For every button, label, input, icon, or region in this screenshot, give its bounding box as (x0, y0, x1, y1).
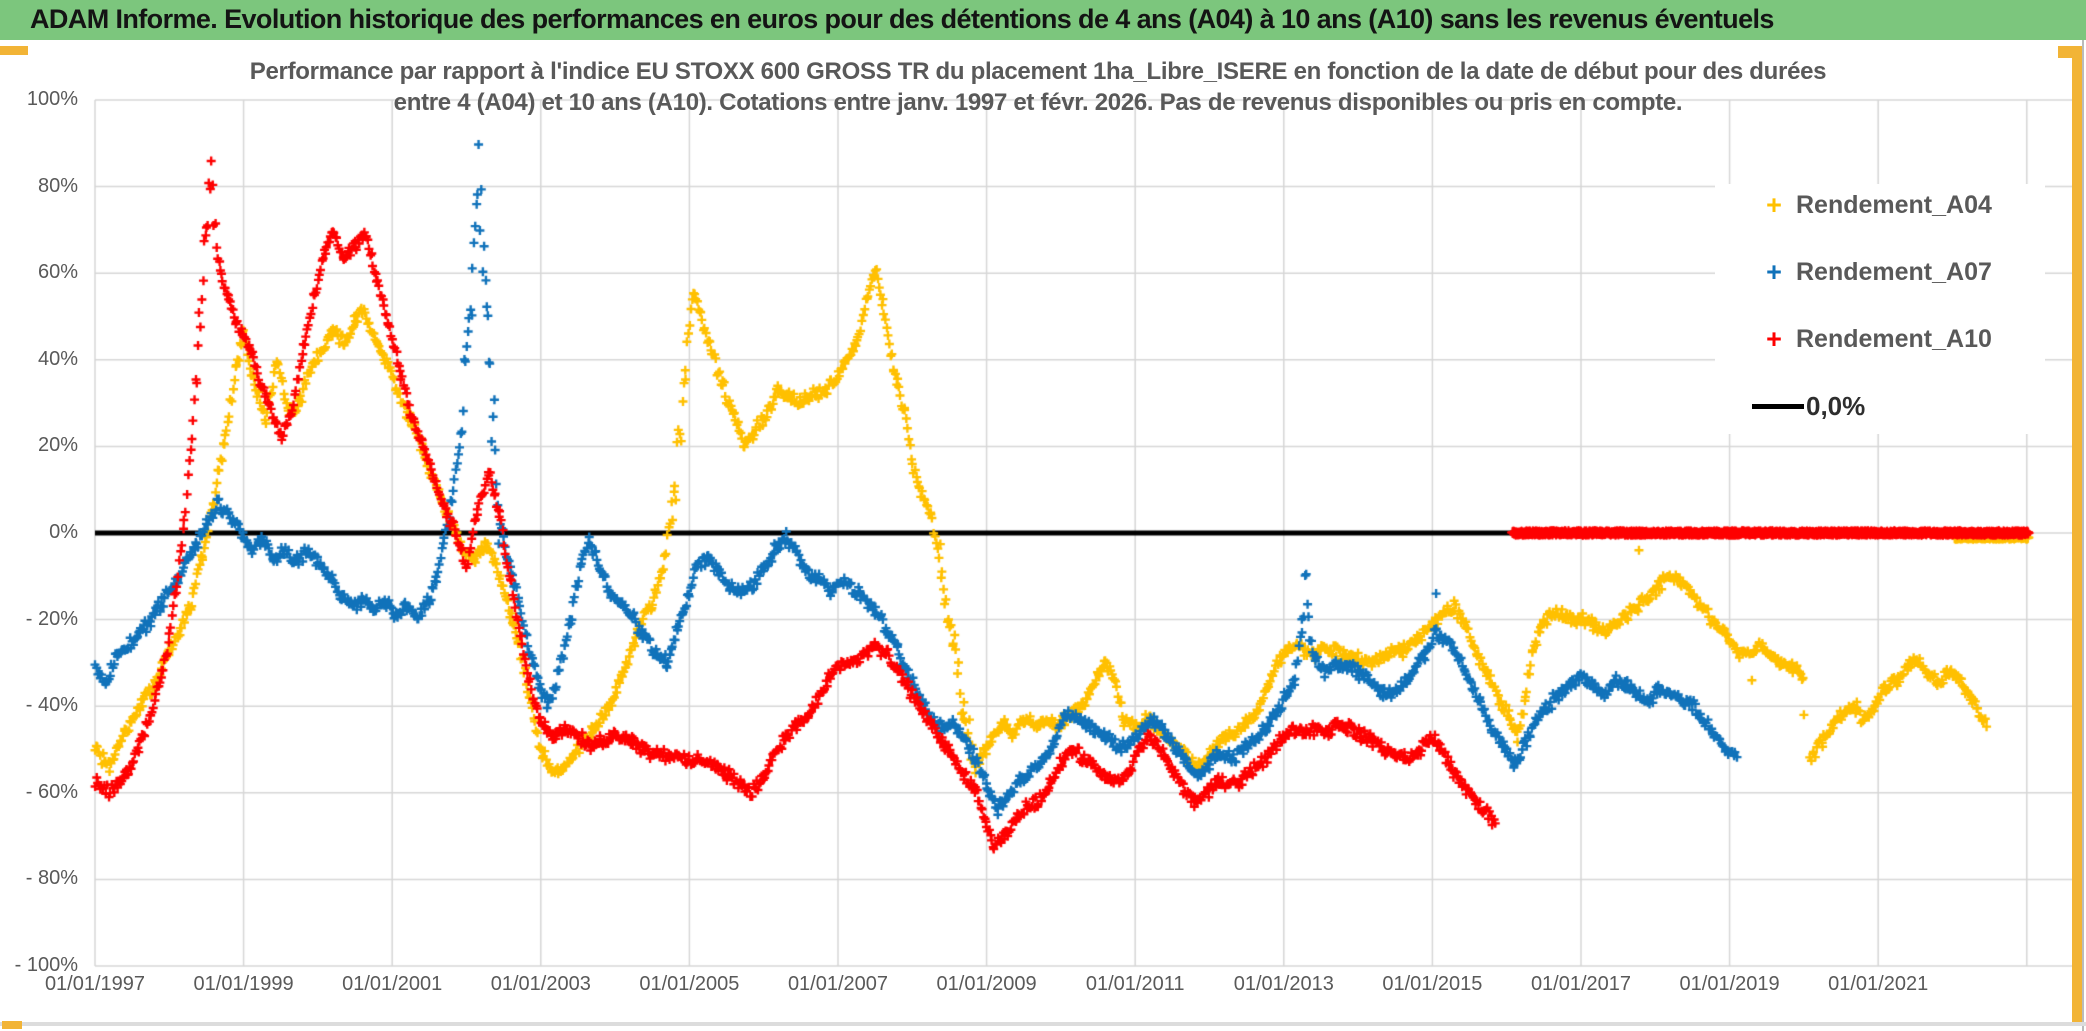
y-axis-tick-label: 60% (37, 261, 78, 284)
chart-subtitle-line1: Performance par rapport à l'indice EU ST… (249, 58, 1827, 85)
legend-zero-line-swatch (1752, 403, 1804, 409)
chart-subtitle: Performance par rapport à l'indice EU ST… (148, 56, 1928, 118)
legend-plus-marker-icon: + (1766, 257, 1782, 287)
y-axis-tick-label: 80% (37, 174, 78, 197)
x-axis-tick-label: 01/01/2017 (1530, 973, 1632, 995)
y-axis-tick-label: - 60% (25, 780, 78, 803)
y-axis-tick-label: 40% (37, 347, 78, 370)
x-axis-tick-label: 01/01/2019 (1679, 973, 1780, 995)
legend-label: 0,0% (1806, 390, 1866, 421)
page-title: ADAM Informe. Evolution historique des p… (30, 4, 1774, 34)
y-axis-tick-label: - 20% (25, 607, 78, 630)
frame-accent-top-left (0, 46, 28, 55)
legend-item-rendement-a07[interactable]: + Rendement_A07 (1752, 255, 1992, 289)
x-axis-tick-label: 01/01/2009 (936, 973, 1037, 995)
legend-plus-marker-icon: + (1766, 324, 1782, 354)
x-axis-tick-label: 01/01/2013 (1233, 973, 1334, 995)
x-axis-tick-label: 01/01/2003 (490, 973, 591, 995)
legend-label: Rendement_A10 (1796, 324, 1992, 353)
x-axis-tick-label: 01/01/2001 (342, 973, 443, 995)
y-axis-tick-label: 0% (49, 521, 78, 543)
x-axis-tick-label: 01/01/1999 (193, 973, 294, 995)
x-axis-tick-label: 01/01/1997 (44, 973, 146, 995)
x-axis-tick-label: 01/01/2011 (1085, 973, 1185, 995)
legend-label: Rendement_A07 (1796, 257, 1992, 286)
x-axis-tick-label: 01/01/2015 (1382, 973, 1483, 995)
legend-item-0-0-[interactable]: 0,0% (1752, 389, 1992, 423)
x-axis-tick-label: 01/01/2007 (787, 973, 889, 995)
x-axis-tick-label: 01/01/2005 (639, 973, 740, 995)
chart-area: Performance par rapport à l'indice EU ST… (0, 46, 2086, 1022)
legend-item-rendement-a04[interactable]: + Rendement_A04 (1752, 188, 1992, 222)
x-axis-tick-label: 01/01/2021 (1828, 973, 1929, 995)
bottom-scroll-strip[interactable] (0, 1022, 2086, 1026)
legend-background (1715, 184, 2045, 434)
frame-accent-bottom-left (2, 1021, 22, 1029)
legend-item-rendement-a10[interactable]: + Rendement_A10 (1752, 322, 1992, 356)
y-axis-tick-label: - 40% (25, 694, 78, 717)
frame-border-right (2082, 40, 2084, 1031)
y-axis-tick-label: - 100% (14, 954, 78, 976)
title-bar: ADAM Informe. Evolution historique des p… (0, 0, 2086, 40)
y-axis-tick-label: - 80% (25, 867, 78, 890)
legend-plus-marker-icon: + (1766, 190, 1782, 220)
legend-label: Rendement_A04 (1796, 190, 1992, 219)
y-axis-tick-label: 100% (26, 88, 78, 110)
y-axis-tick-label: 20% (37, 434, 78, 457)
frame-accent-right (2072, 46, 2082, 1024)
chart-subtitle-line2: entre 4 (A04) et 10 ans (A10). Cotations… (393, 89, 1683, 116)
chart-legend: + Rendement_A04 + Rendement_A07 + Rendement_A… (1752, 188, 1992, 456)
frame-accent-right-notch (2058, 46, 2082, 58)
